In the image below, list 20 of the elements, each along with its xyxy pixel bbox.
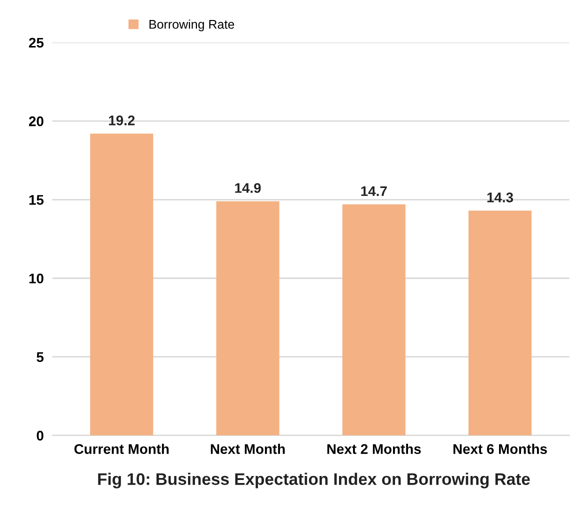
y-tick-label: 20	[28, 116, 44, 126]
y-tick-label: 0	[36, 430, 44, 441]
y-tick-label: 15	[29, 195, 44, 205]
bar	[342, 204, 406, 436]
bar	[90, 134, 154, 436]
data-label: 19.2	[109, 116, 135, 126]
bar	[468, 210, 532, 436]
x-tick-label: Next Month	[210, 444, 285, 454]
y-tick-label: 5	[36, 352, 44, 362]
x-tick-label: Current Month	[74, 444, 169, 454]
legend-label: Borrowing Rate	[150, 20, 234, 32]
bar	[216, 201, 280, 436]
text: Fig 10: Business Expectation Index on Borrowing Rate	[98, 472, 530, 488]
data-label: 14.3	[487, 192, 514, 202]
x-tick-label: Next 2 Months	[327, 444, 421, 454]
y-tick-label: 10	[29, 274, 44, 284]
y-tick-label: 25	[28, 38, 44, 48]
data-label: 14.7	[361, 186, 387, 196]
x-tick-label: Next 6 Months	[453, 444, 547, 454]
data-label: 14.9	[235, 183, 261, 193]
